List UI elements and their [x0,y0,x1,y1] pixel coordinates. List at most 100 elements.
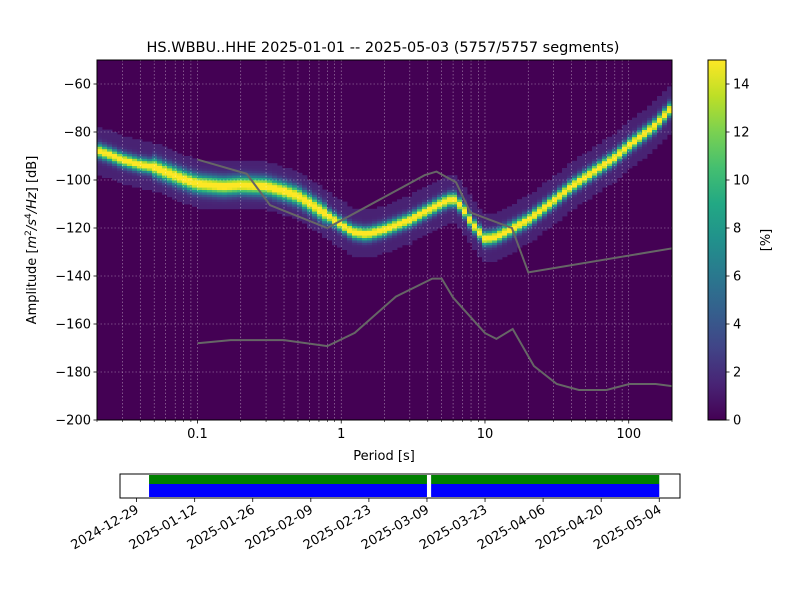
heatmap-cell [467,240,473,243]
heatmap-cell [412,218,418,222]
heatmap-cell [637,122,643,126]
heatmap-cell [297,187,303,190]
heatmap-cell [402,232,408,236]
heatmap-cell [522,199,528,202]
heatmap-cell [582,156,588,159]
heatmap-cell [642,110,648,114]
heatmap-cell [512,225,518,229]
heatmap-cell [107,134,113,138]
heatmap-cell [417,199,423,202]
heatmap-cell [592,168,598,171]
heatmap-cell [217,189,223,193]
heatmap-cell [277,189,283,193]
heatmap-cell [262,204,268,207]
heatmap-cell [667,115,672,118]
heatmap-cell [492,247,498,250]
heatmap-cell [357,247,363,250]
heatmap-cell [522,220,528,224]
heatmap-cell [492,218,498,222]
heatmap-cell [137,168,143,171]
heatmap-cell [122,172,128,176]
heatmap-cell [307,211,313,214]
heatmap-cell [452,208,458,212]
heatmap-cell [347,223,353,226]
heatmap-cell [262,194,268,198]
heatmap-cell [357,225,363,229]
heatmap-cell [207,170,213,174]
heatmap-cell [277,208,283,212]
heatmap-cell [592,148,598,152]
heatmap-cell [122,144,128,147]
heatmap-cell [597,148,603,152]
heatmap-cell [442,199,448,202]
heatmap-cell [662,120,668,123]
heatmap-cell [192,160,198,164]
heatmap-cell [327,235,333,238]
heatmap-cell [177,165,183,169]
heatmap-cell [402,230,408,234]
heatmap-cell [147,148,153,152]
heatmap-cell [637,144,643,147]
heatmap-cell [202,194,208,198]
heatmap-cell [582,160,588,164]
heatmap-cell [462,192,468,195]
heatmap-cell [602,177,608,181]
heatmap-cell [112,170,118,174]
heatmap-cell [107,172,113,176]
heatmap-cell [652,141,658,145]
heatmap-cell [577,158,583,162]
heatmap-cell [107,156,113,159]
heatmap-cell [592,156,598,159]
heatmap-cell [607,168,613,171]
heatmap-cell [642,120,648,123]
heatmap-cell [112,163,118,166]
heatmap-cell [572,192,578,195]
heatmap-cell [532,232,538,236]
heatmap-cell [222,180,228,183]
heatmap-cell [417,220,423,224]
heatmap-cell [117,146,123,150]
heatmap-cell [212,160,218,164]
heatmap-cell [602,180,608,183]
heatmap-cell [402,228,408,231]
heatmap-cell [122,163,128,166]
heatmap-cell [397,232,403,236]
heatmap-cell [372,247,378,250]
heatmap-cell [572,182,578,186]
heatmap-cell [252,196,258,200]
heatmap-cell [317,211,323,214]
heatmap-cell [622,158,628,162]
heatmap-cell [542,182,548,186]
heatmap-cell [507,218,513,222]
heatmap-cell [537,208,543,212]
heatmap-cell [262,189,268,193]
heatmap-cell [237,184,243,188]
heatmap-cell [482,254,488,258]
heatmap-cell [607,172,613,176]
heatmap-cell [437,199,443,202]
heatmap-cell [437,196,443,200]
heatmap-cell [387,247,393,250]
heatmap-cell [172,184,178,188]
heatmap-cell [352,218,358,222]
heatmap-cell [167,170,173,174]
heatmap-cell [532,213,538,217]
heatmap-cell [492,254,498,258]
heatmap-cell [232,177,238,181]
heatmap-cell [432,216,438,219]
heatmap-cell [172,156,178,159]
heatmap-cell [387,249,393,253]
heatmap-cell [272,180,278,183]
heatmap-cell [662,98,668,102]
heatmap-cell [457,206,463,210]
heatmap-cell [477,216,483,219]
heatmap-cell [427,230,433,234]
heatmap-cell [412,208,418,212]
heatmap-cell [437,204,443,207]
heatmap-cell [432,204,438,207]
heatmap-cell [232,172,238,176]
heatmap-cell [267,184,273,188]
heatmap-cell [227,160,233,164]
heatmap-cell [252,160,258,164]
heatmap-cell [157,189,163,193]
